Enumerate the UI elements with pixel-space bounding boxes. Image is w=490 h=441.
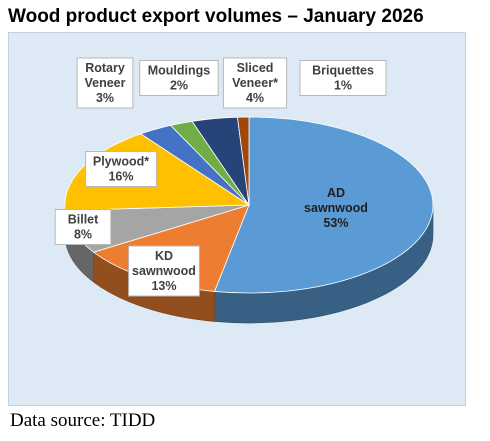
slice-value-label: 1% [334,79,352,93]
slice-value-label: 53% [323,216,348,230]
slice-name-label: sawnwood [132,264,196,278]
slice-value-label: 8% [74,228,92,242]
slice-name-label: Briquettes [312,64,374,78]
pie-slice [213,116,434,294]
slice-value-label: 4% [246,91,264,105]
slice-label: Plywood*16% [85,151,157,187]
slice-value-label: 16% [108,170,133,184]
slice-name-label: KD [155,249,173,263]
slice-value-label: 3% [96,91,114,105]
slice-name-label: Billet [68,213,99,227]
slice-value-label: 13% [151,279,176,293]
slice-label-box [139,60,219,96]
slice-name-label: Sliced [237,61,274,75]
slice-label-box [85,151,157,187]
slice-label-box [222,57,288,109]
slice-label-box [54,209,112,245]
slice-name-label: Plywood* [93,155,149,169]
slice-name-label: sawnwood [304,201,368,215]
slice-name-label: Rotary [85,61,125,75]
pie-top-faces [64,116,434,294]
slice-label-box [76,57,134,109]
slice-label-box [299,60,387,96]
slice-name-label: Veneer* [232,76,278,90]
slice-name-label: AD [327,186,345,200]
pie-labels: ADsawnwood53%KDsawnwood13%Billet8%Plywoo… [54,57,387,297]
chart-title: Wood product export volumes – January 20… [8,6,424,27]
pie-chart: ADsawnwood53%KDsawnwood13%Billet8%Plywoo… [54,57,434,324]
slice-label-box [128,245,200,297]
chart-area: AD sawnwood 53% KD sawnwood 13% Billet 8% Plywoo… [8,32,466,406]
data-source-note: Data source: TIDD [10,410,156,431]
pie-slice [236,116,250,206]
slice-name-label: Veneer [84,76,125,90]
slice-name-label: Mouldings [148,64,211,78]
slice-value-label: 2% [170,79,188,93]
